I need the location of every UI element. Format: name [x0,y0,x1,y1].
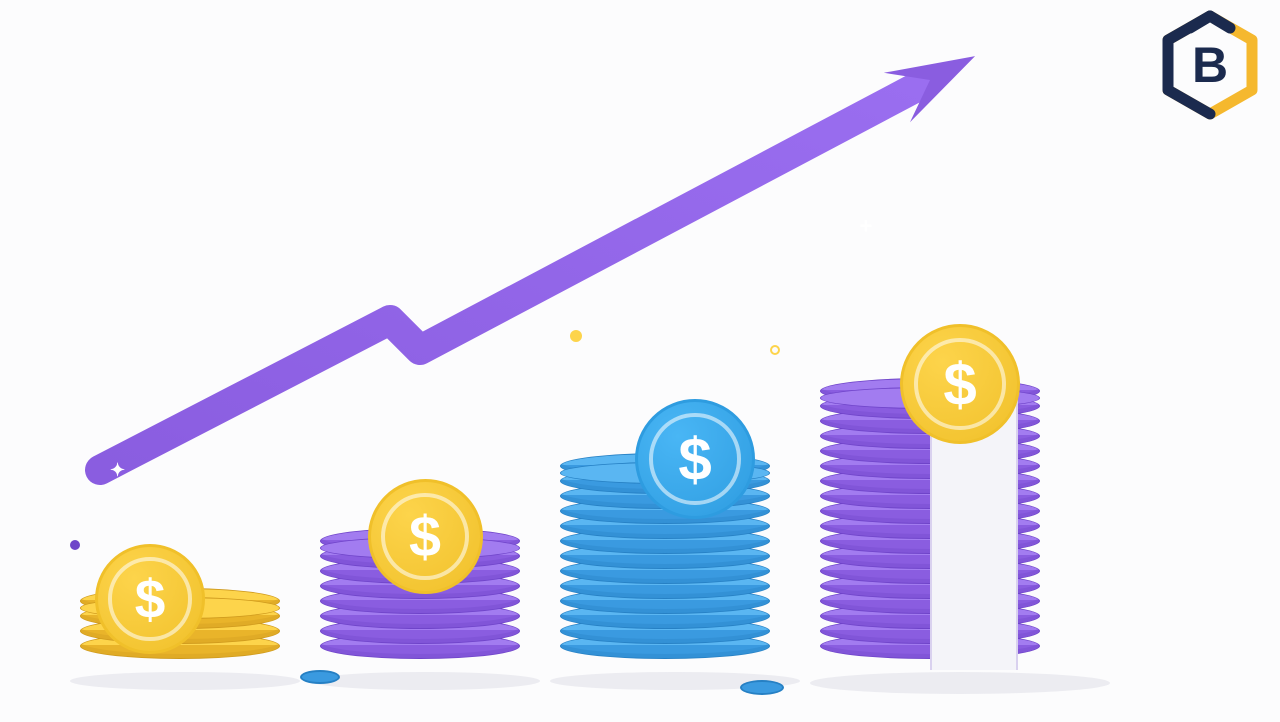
dollar-coin-icon: $ [95,544,205,654]
stack-4: $ [820,389,1040,670]
logo-letter: B [1192,37,1228,93]
sparkle-icon [770,345,780,355]
scattered-coin [300,670,340,684]
brand-logo: B [1160,10,1260,125]
ground-shadow [810,672,1110,694]
dollar-coin-icon: $ [635,399,755,519]
stack-2: $ [320,539,520,670]
ground-shadow [70,672,300,690]
dollar-coin-icon: $ [900,324,1020,444]
svg-text:✦: ✦ [110,460,125,480]
ground-shadow [310,672,540,690]
sparkle-icon [70,540,80,550]
dollar-coin-icon: $ [368,479,483,594]
stack-1: $ [80,599,280,670]
sparkle-icon [570,330,582,342]
infographic-canvas: $$$$ + ✦ B [0,0,1280,722]
stack-3: $ [560,464,770,670]
svg-text:+: + [860,214,873,239]
scattered-coin [740,680,784,695]
